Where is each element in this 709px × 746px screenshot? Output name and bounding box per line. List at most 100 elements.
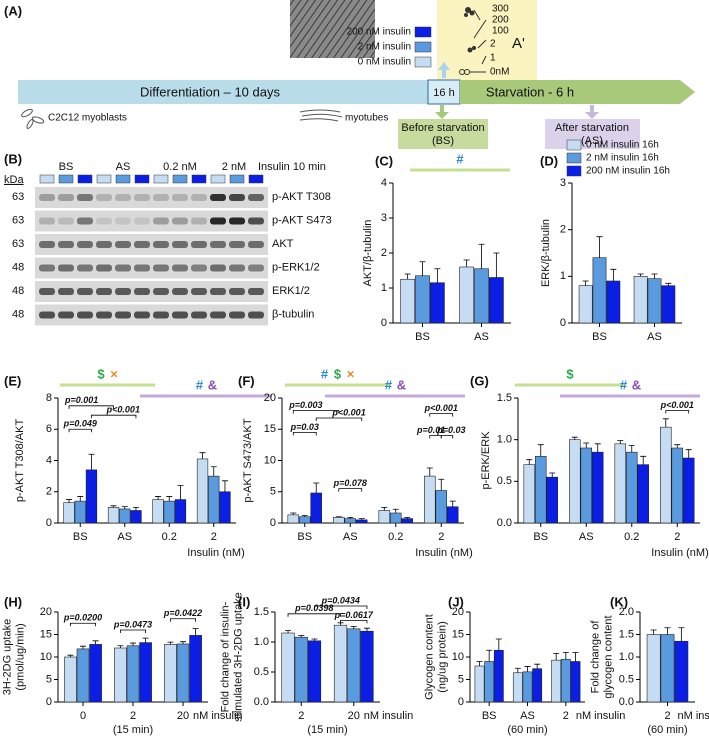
sig-symbol: & (397, 377, 406, 392)
bar (176, 643, 190, 703)
error-bar (350, 626, 357, 629)
y-axis-label: Glycogen content (423, 614, 435, 700)
sig-symbol: $ (97, 366, 105, 381)
blot-band (39, 194, 55, 201)
x-tick-label: 2 (563, 710, 569, 722)
bar (400, 278, 416, 324)
y-tick-label: 20 (452, 606, 464, 618)
error-bar (434, 268, 441, 283)
protein-label: β-tubulin (272, 308, 314, 320)
bar (415, 275, 430, 324)
y-axis-label: p-ERK/ERK (480, 431, 492, 490)
y-tick-label: 4 (46, 454, 52, 466)
x-axis-label: Insulin (nM) (651, 547, 708, 559)
error-bar (662, 418, 669, 428)
bar (488, 277, 504, 324)
blot-band (191, 194, 207, 201)
cell-text: myotubes (345, 113, 388, 124)
timeline-text: Differentiation – 10 days (140, 84, 280, 99)
blot-band (210, 241, 226, 248)
y-tick-label: 0 (46, 517, 52, 529)
lane-swatch (248, 174, 264, 184)
sig-bracket (314, 605, 368, 609)
y-axis-label: ERK/β-tubulin (540, 219, 552, 287)
arrow (435, 105, 449, 119)
sig-bracket (292, 410, 340, 414)
x-tick-label: 2 (298, 710, 304, 722)
bs-text: (BS) (432, 135, 454, 147)
blot-band (191, 217, 207, 225)
p-value: p=0.0200 (63, 613, 102, 623)
error-bar (285, 630, 292, 633)
sig-symbol: & (632, 377, 641, 392)
x-tick-label: 2 (438, 531, 444, 543)
blot-band (229, 217, 245, 225)
p-value: p=0.03 (436, 425, 465, 435)
bar (551, 659, 562, 703)
bar (139, 642, 152, 703)
timeline-bar (18, 80, 430, 104)
blot-band (229, 264, 245, 272)
blot-band (77, 217, 93, 225)
panel-label: (G) (470, 373, 489, 388)
blot-band (210, 194, 226, 201)
sig-bracket (338, 488, 363, 492)
bar (614, 443, 627, 524)
blot-band (115, 311, 131, 319)
blot-band (191, 311, 207, 319)
blot-band (96, 264, 112, 272)
inset-text: 2 (490, 39, 496, 50)
sig-bracket (315, 417, 363, 421)
error-bar (121, 506, 128, 509)
error-bar (192, 628, 199, 636)
x-tick-label: AS (579, 531, 594, 543)
blot-band (153, 217, 169, 225)
panel-label: (D) (540, 153, 558, 168)
y-tick-label: 2 (46, 486, 52, 498)
panel-label: (B) (4, 151, 22, 166)
blot-band (77, 288, 93, 295)
blot-band (172, 194, 188, 201)
error-bar (313, 482, 320, 493)
as-text: After starvation (555, 122, 629, 134)
blot-band (134, 288, 150, 295)
blot-band (134, 217, 150, 225)
error-bar (210, 466, 217, 477)
y-tick-label: 6 (46, 423, 52, 435)
error-bar (449, 500, 456, 507)
bar (347, 628, 361, 703)
legend-text: 0 nM insulin 16h (586, 140, 659, 151)
blot-band (229, 288, 245, 295)
error-bar (335, 516, 342, 518)
y-tick-label: 5 (46, 673, 52, 685)
blot-band (39, 288, 55, 295)
p-value: p<0.001 (106, 405, 140, 415)
bs-text: Before starvation (401, 122, 484, 134)
protein-label: ERK1/2 (272, 285, 310, 297)
bar (63, 502, 75, 524)
blot-band (153, 264, 169, 272)
sig-bracket (120, 629, 146, 633)
bs-box (398, 119, 488, 149)
error-bar (221, 480, 228, 492)
bar (281, 632, 295, 703)
x-note: (15 min) (307, 724, 347, 736)
y-tick-label: 20 (40, 606, 52, 618)
blot-band (191, 241, 207, 248)
error-bar (478, 243, 485, 269)
error-bar (553, 653, 560, 661)
blot-band (77, 194, 93, 201)
blot-band (115, 217, 131, 225)
panel-label: (F) (238, 373, 255, 388)
y-axis-label: p-AKT T308/AKT (14, 419, 26, 503)
p-value: p<0.001 (660, 400, 694, 410)
sig-symbol: # (456, 151, 464, 166)
sig-symbol: & (208, 377, 217, 392)
y-axis-label: stimulated 3H-2DG uptake (232, 592, 244, 722)
blot-band (115, 194, 131, 201)
as-text: (AS) (581, 135, 603, 147)
sig-bracket (287, 613, 341, 617)
error-bar (426, 467, 433, 477)
blot-band (134, 194, 150, 201)
error-bar (301, 515, 308, 517)
